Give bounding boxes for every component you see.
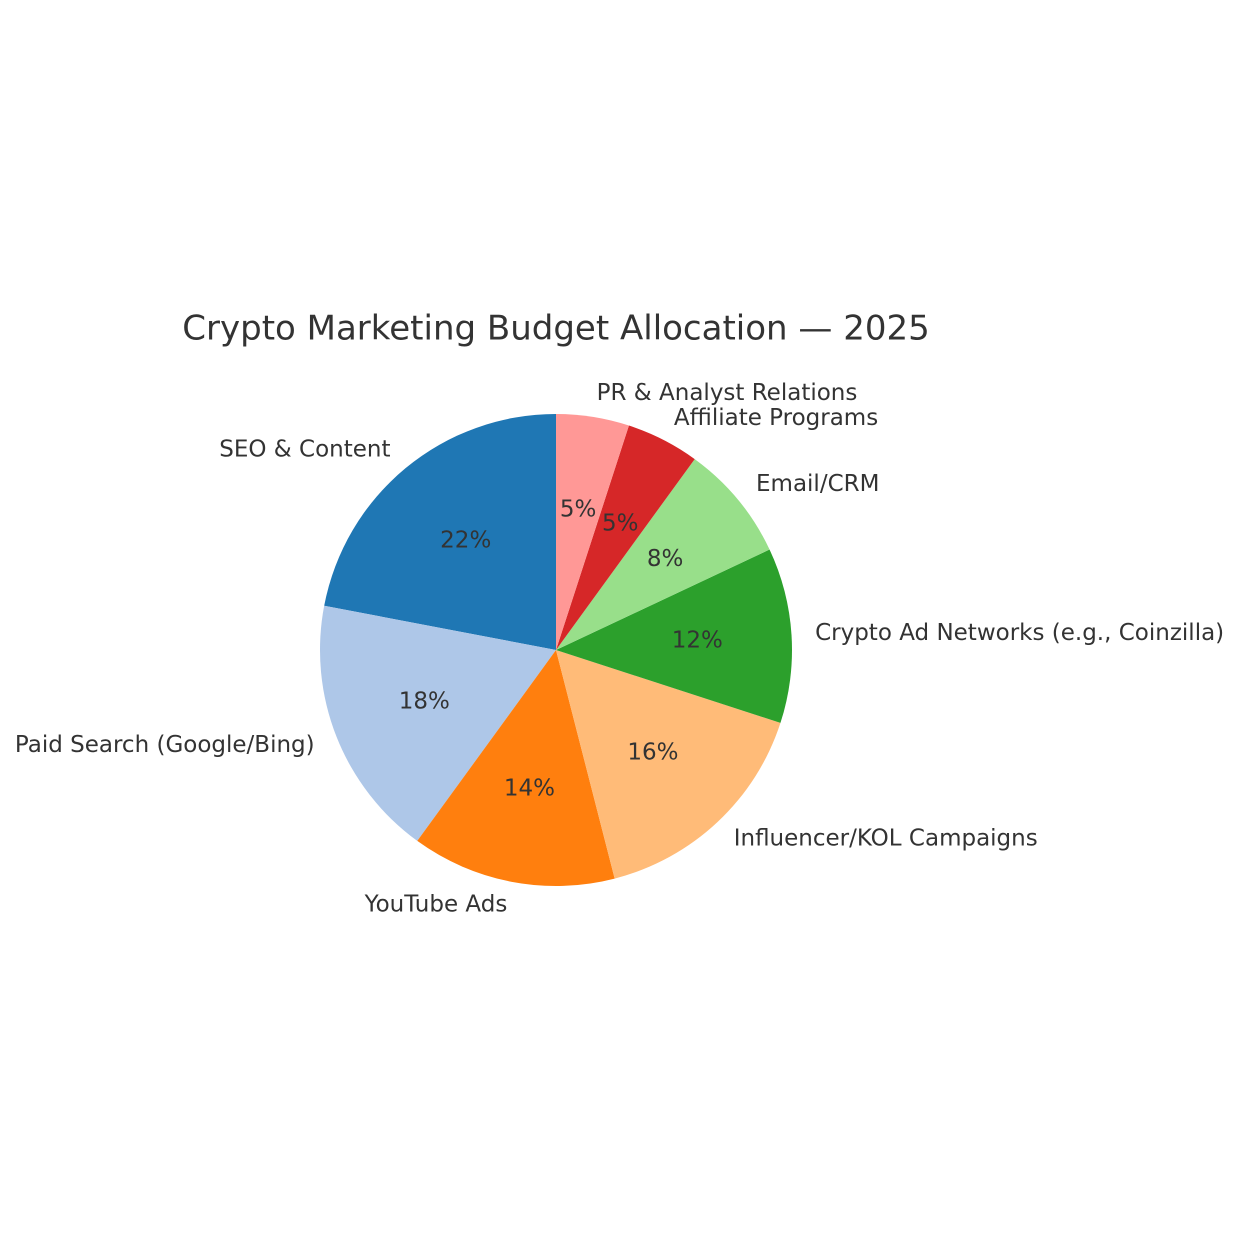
chart-title: Crypto Marketing Budget Allocation — 202… — [182, 309, 929, 349]
slice-label: YouTube Ads — [364, 892, 508, 918]
slice-label: Crypto Ad Networks (e.g., Coinzilla) — [815, 620, 1224, 646]
pie-slice — [319, 605, 556, 841]
slice-label: Affiliate Programs — [674, 405, 878, 431]
pie-slice — [324, 414, 556, 650]
slice-label: PR & Analyst Relations — [597, 380, 858, 406]
pie-slice — [556, 459, 770, 650]
slice-label: Paid Search (Google/Bing) — [15, 732, 315, 758]
pie-slice — [556, 425, 695, 650]
percent-label: 16% — [627, 740, 678, 766]
pie-slice — [556, 549, 792, 723]
pie-slice — [556, 650, 781, 879]
slice-label: SEO & Content — [219, 436, 390, 462]
percent-label: 22% — [440, 527, 491, 553]
percent-label: 14% — [504, 776, 555, 802]
percent-label: 5% — [560, 497, 597, 523]
percent-label: 5% — [602, 510, 639, 536]
percent-label: 8% — [647, 546, 684, 572]
pie-slice — [417, 650, 615, 886]
slice-label: Email/CRM — [756, 471, 879, 497]
percent-label: 12% — [672, 628, 723, 654]
percent-label: 18% — [399, 689, 450, 715]
pie-slice — [556, 414, 629, 650]
slice-label: Influencer/KOL Campaigns — [734, 826, 1038, 852]
